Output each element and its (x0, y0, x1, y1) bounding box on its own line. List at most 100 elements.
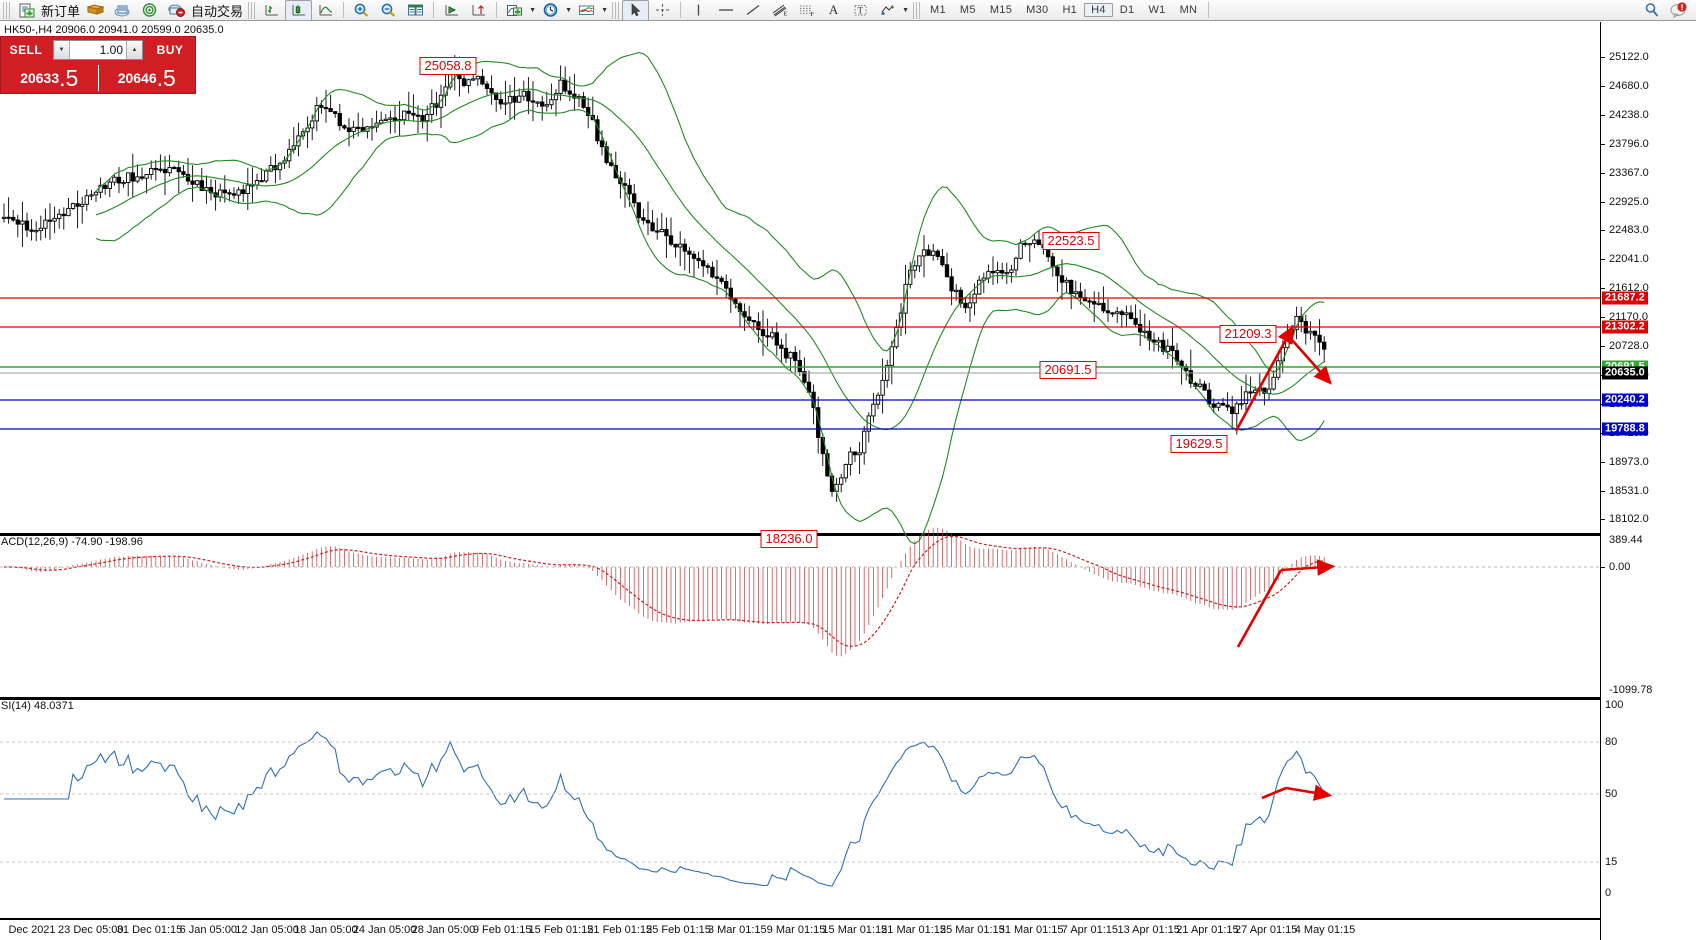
toolbar-grip-1[interactable] (3, 1, 10, 19)
time-axis-label: 3 Mar 01:15 (707, 924, 767, 936)
price-axis-label: 23796.0 (1609, 137, 1649, 150)
price-axis-tick (1601, 230, 1605, 232)
timeframe-m30[interactable]: M30 (1026, 4, 1049, 16)
sell-price[interactable]: 20633.5 (1, 63, 98, 93)
price-axis-label: 25122.0 (1609, 51, 1649, 63)
cursor-icon[interactable] (622, 0, 650, 21)
terminal-icon[interactable] (163, 0, 190, 21)
chart-container[interactable]: HK50-,H4 20906.0 20941.0 20599.0 20635.0… (0, 22, 1696, 940)
chart-shift-icon[interactable] (465, 0, 492, 21)
price-annotation[interactable]: 22523.5 (1042, 232, 1100, 250)
volume-stepper[interactable]: ▼ 1.00 ▲ (53, 40, 143, 60)
templates-icon[interactable] (573, 0, 600, 21)
toolbar-grip-3[interactable] (612, 1, 620, 19)
price-axis-label: 22041.0 (1609, 253, 1649, 266)
price-axis-tick (1601, 114, 1605, 116)
bollinger-middle (95, 88, 1325, 431)
time-axis-label: 4 May 01:15 (1294, 924, 1356, 936)
price-annotation[interactable]: 19629.5 (1170, 435, 1228, 453)
price-axis[interactable]: 25122.0 24680.0 24238.0 23796.0 23367.0 22925… (1600, 22, 1696, 940)
toolbar-grip-2[interactable] (248, 1, 256, 19)
rsi-indicator-label: SI(14) 48.0371 (1, 700, 74, 712)
alert-icon[interactable] (1665, 0, 1692, 21)
templates-dropdown-caret[interactable]: ▼ (601, 6, 608, 14)
line-chart-icon[interactable] (312, 0, 339, 21)
price-axis-label: 20728.0 (1609, 340, 1649, 352)
annotation-arrows (1234, 324, 1336, 801)
price-annotation[interactable]: 18236.0 (760, 530, 818, 548)
volume-up-icon[interactable]: ▲ (126, 41, 142, 59)
indicators-dropdown-caret[interactable]: ▼ (529, 6, 536, 14)
one-click-trading-panel[interactable]: SELL ▼ 1.00 ▲ BUY 20633.5 20646.5 (0, 36, 196, 94)
indicators-icon[interactable] (501, 0, 528, 21)
rsi-axis-label: 80 (1605, 736, 1618, 748)
market-watch-icon[interactable] (109, 0, 136, 21)
price-axis-tick (1601, 288, 1605, 290)
price-annotation[interactable]: 21209.3 (1219, 325, 1277, 343)
hline-icon[interactable] (712, 0, 739, 21)
sell-price-int: 20633 (20, 70, 60, 86)
price-annotation[interactable]: 20691.5 (1039, 361, 1097, 379)
time-axis-label: 18 Jan 05:00 (294, 924, 358, 936)
price-axis-label: 24680.0 (1609, 79, 1649, 92)
time-axis[interactable]: Dec 2021 23 Dec 05:00 31 Dec 01:15 6 Jan 05… (0, 922, 1600, 940)
objects-dropdown-caret[interactable]: ▼ (902, 6, 909, 14)
volume-input[interactable]: 1.00 (99, 43, 123, 57)
bar-chart-icon[interactable] (258, 0, 285, 21)
price-level-tag: 21302.2 (1602, 320, 1648, 334)
price-axis-tick (1601, 201, 1605, 203)
price-axis-label: 18102.0 (1609, 513, 1649, 526)
trendline-icon[interactable] (739, 0, 766, 21)
vline-icon[interactable] (685, 0, 712, 21)
scroll-end-icon[interactable] (438, 0, 465, 21)
time-axis-label: 13 Apr 01:15 (1117, 924, 1180, 936)
period-icon[interactable] (537, 0, 564, 21)
price-divider (97, 65, 99, 91)
objects-icon[interactable] (874, 0, 901, 21)
timeframe-m5[interactable]: M5 (959, 4, 976, 16)
time-axis-label: 6 Jan 05:00 (179, 924, 238, 936)
toolbar-grip-4[interactable] (913, 1, 921, 19)
search-icon[interactable] (1638, 0, 1665, 21)
profiles-icon[interactable] (82, 0, 109, 21)
fibo-icon[interactable]: F (793, 0, 820, 21)
timeframe-m15[interactable]: M15 (989, 4, 1013, 16)
text-icon[interactable]: A (828, 2, 839, 17)
period-dropdown-caret[interactable]: ▼ (565, 6, 572, 14)
timeframe-h4[interactable]: H4 (1084, 3, 1113, 17)
chart-canvas (0, 52, 1600, 887)
time-axis-label: 21 Feb 01:15 (587, 924, 653, 936)
data-window-icon[interactable] (402, 0, 429, 21)
timeframe-h1[interactable]: H1 (1062, 4, 1078, 16)
toolbar-separator-2 (433, 2, 435, 18)
price-axis-tick (1601, 346, 1605, 347)
crosshair-icon[interactable] (649, 0, 676, 21)
buy-button[interactable]: BUY (156, 43, 184, 57)
new-order-button[interactable] (13, 0, 40, 21)
bollinger-upper (95, 52, 1325, 373)
zoom-in-icon[interactable] (348, 0, 375, 21)
zoom-out-icon[interactable] (375, 0, 402, 21)
timeframe-mn[interactable]: MN (1179, 4, 1198, 16)
label-icon[interactable]: T (847, 0, 874, 21)
time-axis-label: 9 Feb 01:15 (472, 924, 532, 936)
equidistant-channel-icon[interactable]: E (766, 0, 793, 21)
toolbar-right-group (1638, 0, 1696, 21)
pane-separator-bottom (0, 918, 1600, 920)
buy-price[interactable]: 20646.5 (99, 63, 196, 93)
price-axis-label: 22925.0 (1609, 195, 1649, 208)
timeframe-w1[interactable]: W1 (1148, 4, 1166, 16)
price-axis-tick (1601, 57, 1605, 58)
sell-button[interactable]: SELL (9, 43, 43, 57)
time-axis-label: 21 Mar 01:15 (881, 924, 946, 936)
volume-down-icon[interactable]: ▼ (54, 41, 70, 59)
macd-indicator-label: ACD(12,26,9) -74.90 -198.96 (1, 536, 143, 548)
timeframe-m1[interactable]: M1 (930, 4, 946, 16)
navigator-icon[interactable] (136, 0, 163, 21)
time-axis-label: 7 Apr 01:15 (1061, 924, 1119, 936)
timeframe-d1[interactable]: D1 (1119, 4, 1135, 16)
candlestick-icon[interactable] (285, 0, 313, 21)
time-axis-label: Dec 2021 (8, 924, 56, 936)
price-annotation[interactable]: 25058.8 (419, 57, 477, 75)
macd-axis-tick (1601, 567, 1605, 568)
